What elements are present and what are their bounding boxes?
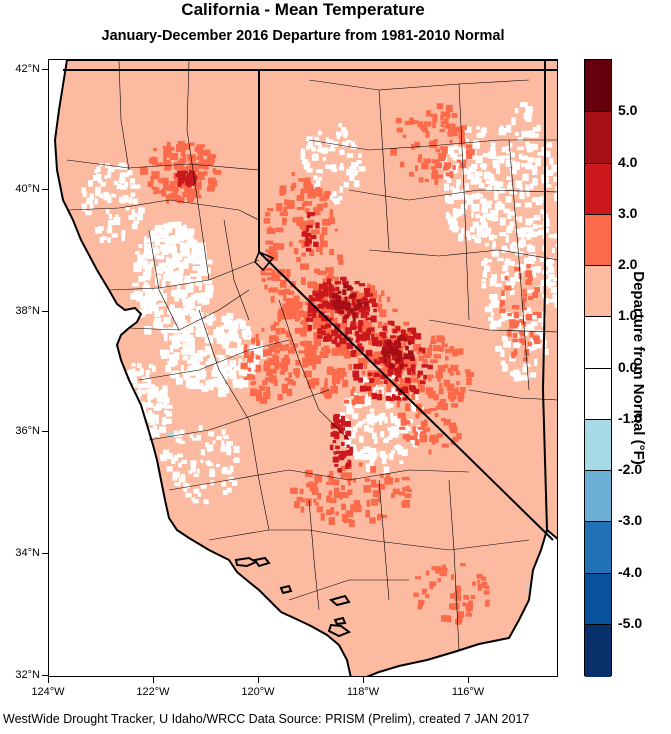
lat-tick-mark [42, 69, 48, 70]
colorbar-label: -1.0 [618, 409, 643, 426]
lon-tick-label: 116°W [451, 686, 485, 698]
colorbar-label: -4.0 [618, 563, 643, 580]
colorbar-label: 5.0 [618, 102, 638, 119]
lon-tick-mark [48, 677, 49, 683]
lat-tick-label: 38°N [15, 305, 40, 317]
colorbar-label: 1.0 [618, 307, 638, 324]
colorbar-segment [585, 316, 611, 369]
credit-line: WestWide Drought Tracker, U Idaho/WRCC D… [3, 712, 530, 726]
colorbar-segment [585, 162, 611, 216]
colorbar-segment [585, 60, 611, 112]
colorbar-segment [585, 265, 611, 318]
lon-tick-label: 124°W [31, 686, 65, 698]
lon-tick-mark [363, 677, 364, 683]
lat-tick-mark [42, 431, 48, 432]
lon-tick-label: 120°W [241, 686, 275, 698]
lat-tick-label: 32°N [15, 669, 40, 681]
colorbar-segment [585, 418, 611, 472]
lat-tick-label: 42°N [15, 63, 40, 75]
colorbar-label: 3.0 [618, 204, 638, 221]
map-title: California - Mean Temperature [181, 0, 425, 19]
lat-tick-label: 34°N [15, 547, 40, 559]
colorbar-label: -2.0 [618, 461, 643, 477]
lon-tick-label: 122°W [136, 686, 170, 698]
map-subtitle: January-December 2016 Departure from 198… [101, 28, 505, 44]
colorbar-label: 0.0 [618, 358, 638, 375]
colorbar-segment [585, 470, 611, 523]
channel-islands [234, 556, 352, 638]
colorbar-title: Departure from Normal (°F) [630, 271, 647, 465]
colorbar-segment [585, 367, 611, 421]
state-boundaries [63, 60, 557, 541]
colorbar-segment [585, 521, 611, 574]
colorbar-label: -5.0 [618, 614, 643, 631]
colorbar-segment [585, 213, 611, 267]
colorbar-segment [585, 572, 611, 626]
lat-tick-mark [42, 311, 48, 312]
lat-tick-mark [42, 189, 48, 190]
lon-tick-mark [468, 677, 469, 683]
lat-tick-mark [42, 553, 48, 554]
colorbar-segment [585, 623, 611, 677]
temperature-map [54, 60, 557, 676]
colorbar-legend [584, 59, 612, 677]
lat-tick-mark [42, 675, 48, 676]
lon-tick-mark [153, 677, 154, 683]
colorbar-label: -3.0 [618, 512, 643, 529]
county-boundaries [66, 60, 557, 651]
colorbar-segment [585, 111, 611, 164]
lat-tick-label: 36°N [15, 425, 40, 437]
lat-tick-label: 40°N [15, 183, 40, 195]
colorbar-label: 2.0 [618, 256, 638, 272]
map-panel [48, 59, 558, 677]
lon-tick-label: 118°W [346, 686, 380, 698]
colorbar-label: 4.0 [618, 153, 638, 170]
lon-tick-mark [258, 677, 259, 683]
